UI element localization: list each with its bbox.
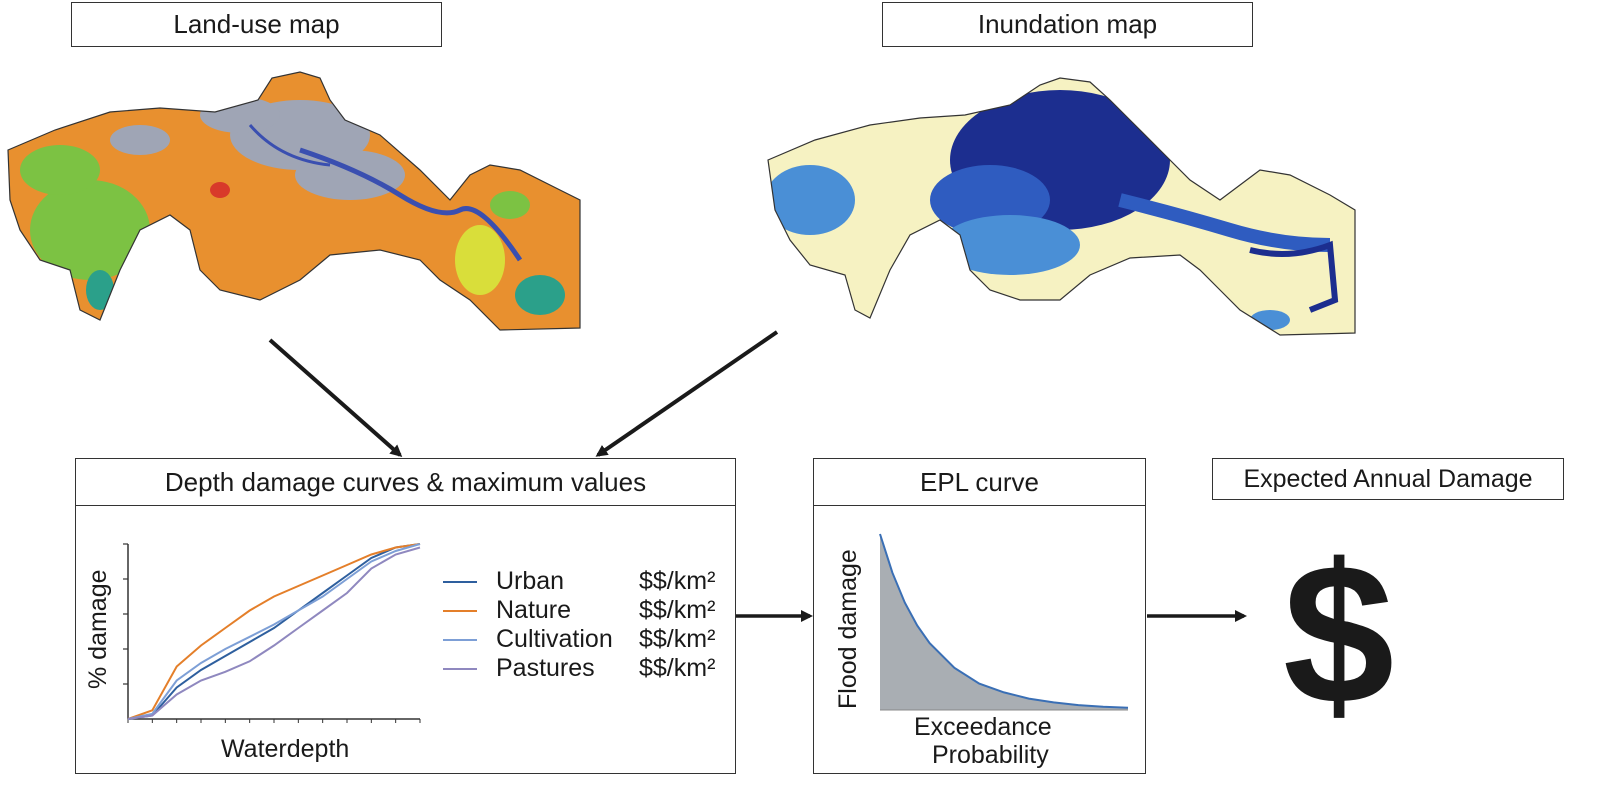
arrow-inundation-to-depth xyxy=(595,330,779,457)
depth-series-nature xyxy=(127,543,421,720)
landuse-patch xyxy=(210,182,230,198)
landuse-title: Land-use map xyxy=(71,2,442,47)
depth-damage-chart xyxy=(123,543,421,723)
legend-value: $$/km² xyxy=(639,654,716,682)
depth-series-cultivation xyxy=(127,543,421,720)
legend-swatch xyxy=(443,639,477,641)
inundation-area xyxy=(940,215,1080,275)
landuse-map xyxy=(7,71,581,331)
landuse-river xyxy=(299,147,523,262)
legend-value: $$/km² xyxy=(639,625,716,653)
legend-label: Cultivation xyxy=(496,625,613,653)
legend-label: Nature xyxy=(496,596,572,624)
inundation-river xyxy=(1118,193,1331,252)
legend-value: $$/km² xyxy=(639,567,716,595)
epl-xlabel-line2: Probability xyxy=(932,741,1049,769)
epl-xlabel-line1: Exceedance xyxy=(914,713,1052,741)
landuse-patch xyxy=(200,97,280,133)
legend-swatch xyxy=(443,581,477,583)
epl-chart xyxy=(879,533,1129,711)
inundation-area xyxy=(768,165,855,235)
depth-series-urban xyxy=(127,543,421,720)
landuse-patch xyxy=(515,275,565,315)
depth-xlabel: Waterdepth xyxy=(221,735,350,763)
epl-area xyxy=(880,534,1128,710)
legend-swatch xyxy=(443,668,477,670)
landuse-patch xyxy=(295,150,405,200)
epl-panel: EPL curve Flood damage Exceedance Probab… xyxy=(813,458,1146,774)
ead-title: Expected Annual Damage xyxy=(1212,458,1564,500)
legend-label: Urban xyxy=(496,567,565,595)
depth-series-pastures xyxy=(127,546,421,720)
epl-line xyxy=(879,533,1129,709)
landuse-patch xyxy=(86,270,114,310)
inundation-title: Inundation map xyxy=(882,2,1253,47)
landuse-river xyxy=(248,124,331,167)
depth-damage-title: Depth damage curves & maximum values xyxy=(76,459,735,506)
depth-damage-panel: Depth damage curves & maximum values % d… xyxy=(75,458,736,774)
epl-title: EPL curve xyxy=(814,459,1145,506)
landuse-patch xyxy=(20,145,100,195)
landuse-patch xyxy=(455,225,505,295)
arrow-landuse-to-depth xyxy=(268,338,403,457)
landuse-patch xyxy=(110,125,170,155)
legend-value: $$/km² xyxy=(639,596,716,624)
inundation-river xyxy=(1249,240,1339,313)
legend-swatch xyxy=(443,610,477,612)
inundation-map xyxy=(767,77,1356,336)
dollar-icon: $ xyxy=(1283,523,1395,746)
legend-label: Pastures xyxy=(496,654,595,682)
landuse-patch xyxy=(30,180,150,280)
landuse-patch xyxy=(490,191,530,219)
